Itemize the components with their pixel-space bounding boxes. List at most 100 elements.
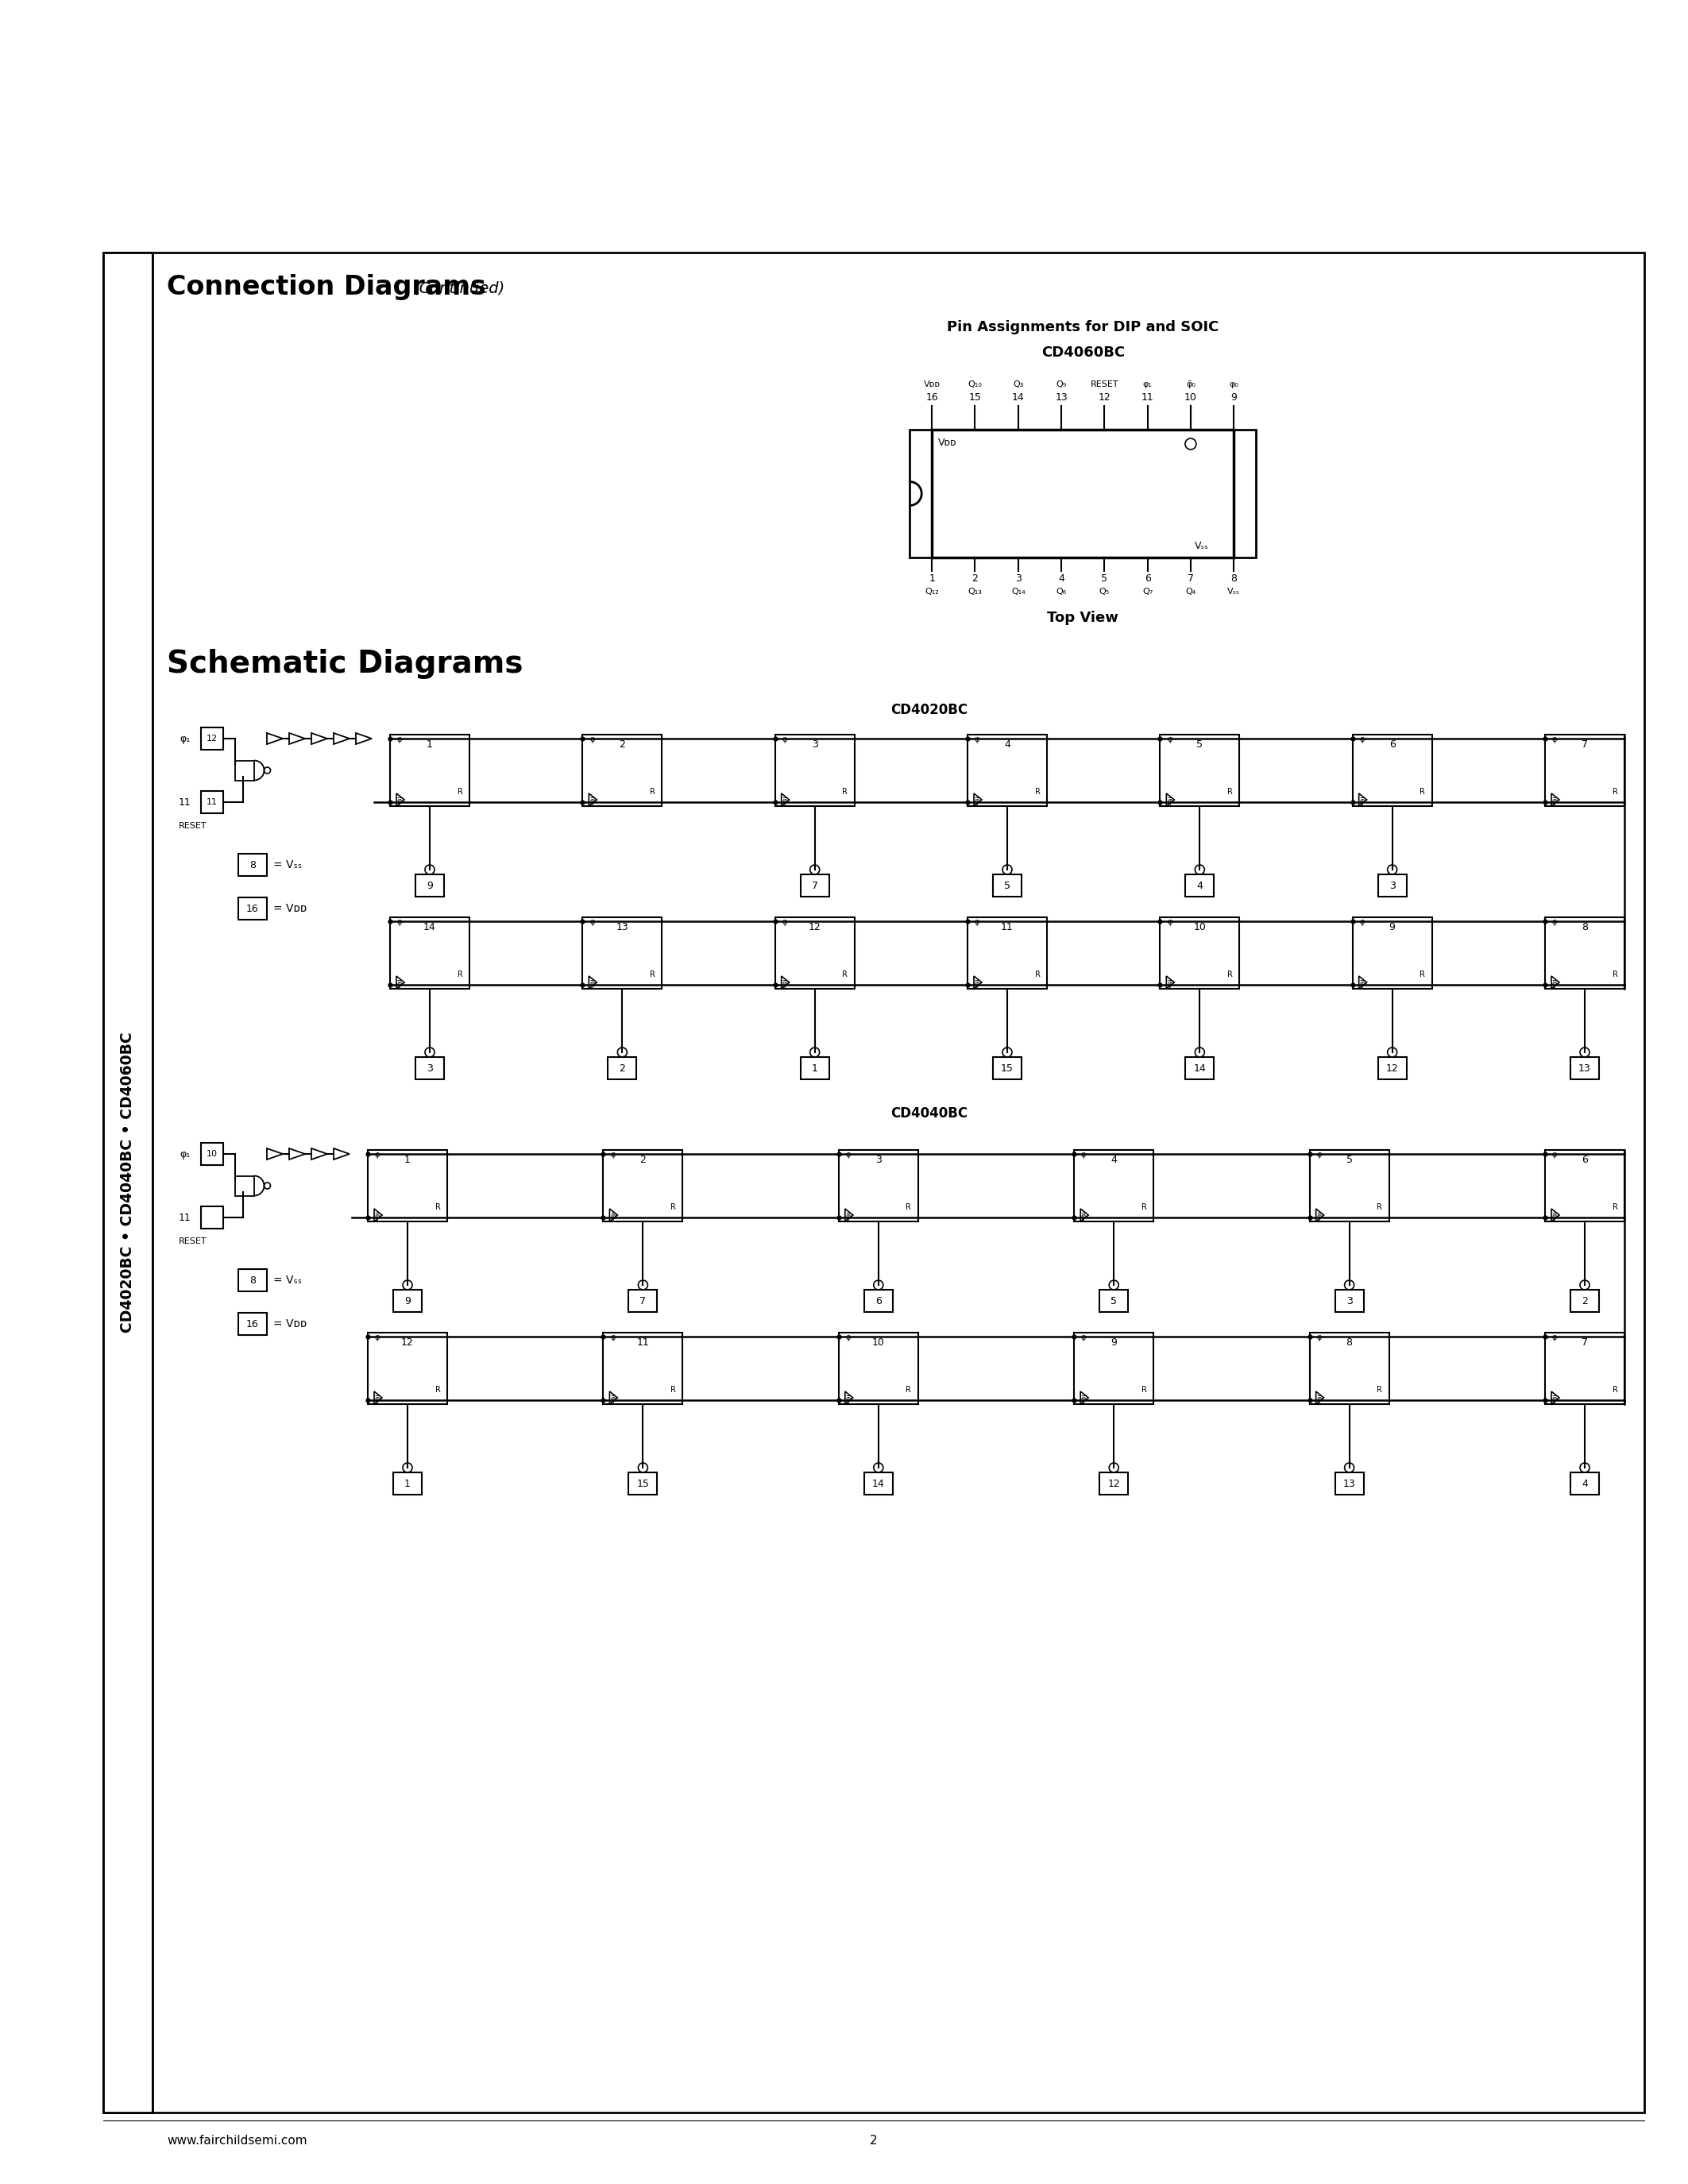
Text: φ̄₀: φ̄₀: [1187, 380, 1195, 389]
Text: φ̅: φ̅: [589, 981, 594, 987]
Bar: [201, 1206, 223, 1230]
Bar: [839, 1151, 918, 1221]
Text: 16: 16: [925, 393, 939, 402]
Bar: [390, 734, 469, 806]
Text: Vᴅᴅ: Vᴅᴅ: [939, 437, 957, 448]
Text: φ: φ: [846, 1334, 851, 1341]
Text: R: R: [1612, 1387, 1617, 1393]
Text: φ: φ: [1551, 736, 1556, 743]
Text: φ: φ: [1080, 1334, 1087, 1341]
Text: 12: 12: [1386, 1064, 1398, 1072]
Text: RESET: RESET: [179, 1238, 208, 1245]
Bar: [1377, 874, 1406, 898]
Bar: [201, 791, 223, 812]
Text: 7: 7: [640, 1295, 647, 1306]
Text: R: R: [906, 1203, 912, 1212]
Text: Q₁₃: Q₁₃: [967, 587, 982, 596]
Bar: [201, 727, 223, 749]
Text: Schematic Diagrams: Schematic Diagrams: [167, 649, 523, 679]
Text: 8: 8: [1345, 1337, 1352, 1348]
Text: 5: 5: [1111, 1295, 1117, 1306]
Text: R: R: [1420, 970, 1425, 978]
Text: φ̅: φ̅: [589, 797, 594, 806]
Bar: [238, 1269, 267, 1291]
Text: φ̅: φ̅: [1551, 1396, 1556, 1404]
Bar: [235, 760, 255, 780]
Bar: [415, 874, 444, 898]
Text: 6: 6: [876, 1295, 881, 1306]
Text: Q₃: Q₃: [1013, 380, 1023, 389]
Text: R: R: [1035, 788, 1040, 795]
Text: R: R: [1612, 970, 1617, 978]
Text: φ: φ: [1317, 1151, 1322, 1160]
Text: φ̅: φ̅: [609, 1212, 616, 1221]
Text: φ: φ: [609, 1334, 616, 1341]
Text: R: R: [1377, 1203, 1382, 1212]
Bar: [1099, 1291, 1128, 1313]
Bar: [1160, 917, 1239, 989]
Text: 12: 12: [1099, 393, 1111, 402]
Bar: [1160, 734, 1239, 806]
Text: R: R: [1420, 788, 1425, 795]
Text: R: R: [670, 1203, 675, 1212]
Text: φ̅: φ̅: [1317, 1396, 1322, 1404]
Text: 15: 15: [636, 1479, 650, 1489]
Text: 5: 5: [1004, 880, 1011, 891]
Text: CD4020BC • CD4040BC • CD4060BC: CD4020BC • CD4040BC • CD4060BC: [120, 1033, 135, 1332]
Text: 4: 4: [1197, 880, 1204, 891]
Text: Vₛₛ: Vₛₛ: [1227, 587, 1241, 596]
Text: φ₁: φ₁: [1143, 380, 1153, 389]
Text: = Vᴅᴅ: = Vᴅᴅ: [273, 1319, 307, 1330]
Text: φ: φ: [1551, 917, 1556, 926]
Text: R: R: [1612, 788, 1617, 795]
Text: 11: 11: [636, 1337, 650, 1348]
Text: φ̅: φ̅: [1551, 1212, 1556, 1221]
Text: 8: 8: [1582, 922, 1588, 933]
Text: Top View: Top View: [1047, 612, 1119, 625]
Bar: [1352, 917, 1431, 989]
Text: 5: 5: [1197, 738, 1204, 749]
Text: 14: 14: [1193, 1064, 1205, 1072]
Bar: [993, 1057, 1021, 1079]
Bar: [1074, 1332, 1153, 1404]
Bar: [1377, 1057, 1406, 1079]
Text: φ̅: φ̅: [1166, 981, 1171, 987]
Bar: [238, 898, 267, 919]
Bar: [235, 1175, 255, 1195]
Text: φ̅: φ̅: [1317, 1212, 1322, 1221]
Text: Q₉: Q₉: [1057, 380, 1067, 389]
Text: R: R: [1227, 788, 1232, 795]
Text: φ̅: φ̅: [1166, 797, 1171, 806]
Text: 1: 1: [928, 574, 935, 583]
Text: φ: φ: [375, 1334, 380, 1341]
Text: 11: 11: [206, 797, 218, 806]
Text: 5: 5: [1101, 574, 1107, 583]
Text: φ: φ: [1359, 917, 1364, 926]
Text: 4: 4: [1004, 738, 1011, 749]
Bar: [1074, 1151, 1153, 1221]
Text: = Vᴅᴅ: = Vᴅᴅ: [273, 902, 307, 915]
Text: φ̅: φ̅: [1359, 797, 1364, 806]
Text: Vᴅᴅ: Vᴅᴅ: [923, 380, 940, 389]
Text: = Vₛₛ: = Vₛₛ: [273, 1275, 302, 1286]
Text: 1: 1: [405, 1155, 410, 1164]
Text: 14: 14: [873, 1479, 885, 1489]
Text: φ: φ: [1551, 1334, 1556, 1341]
Text: φ: φ: [782, 917, 787, 926]
Text: 3: 3: [427, 1064, 432, 1072]
Text: 10: 10: [873, 1337, 885, 1348]
Text: 7: 7: [1187, 574, 1193, 583]
Text: 10: 10: [1185, 393, 1197, 402]
Text: R: R: [457, 970, 463, 978]
Text: Q₁₀: Q₁₀: [967, 380, 982, 389]
Text: 6: 6: [1389, 738, 1396, 749]
Text: φ: φ: [1166, 917, 1171, 926]
Text: 7: 7: [1582, 738, 1588, 749]
Text: φ: φ: [974, 917, 979, 926]
Text: 13: 13: [616, 922, 628, 933]
Text: 3: 3: [1345, 1295, 1352, 1306]
Bar: [393, 1472, 422, 1494]
Text: φ: φ: [609, 1151, 616, 1160]
Text: φ: φ: [846, 1151, 851, 1160]
Text: R: R: [1141, 1203, 1146, 1212]
